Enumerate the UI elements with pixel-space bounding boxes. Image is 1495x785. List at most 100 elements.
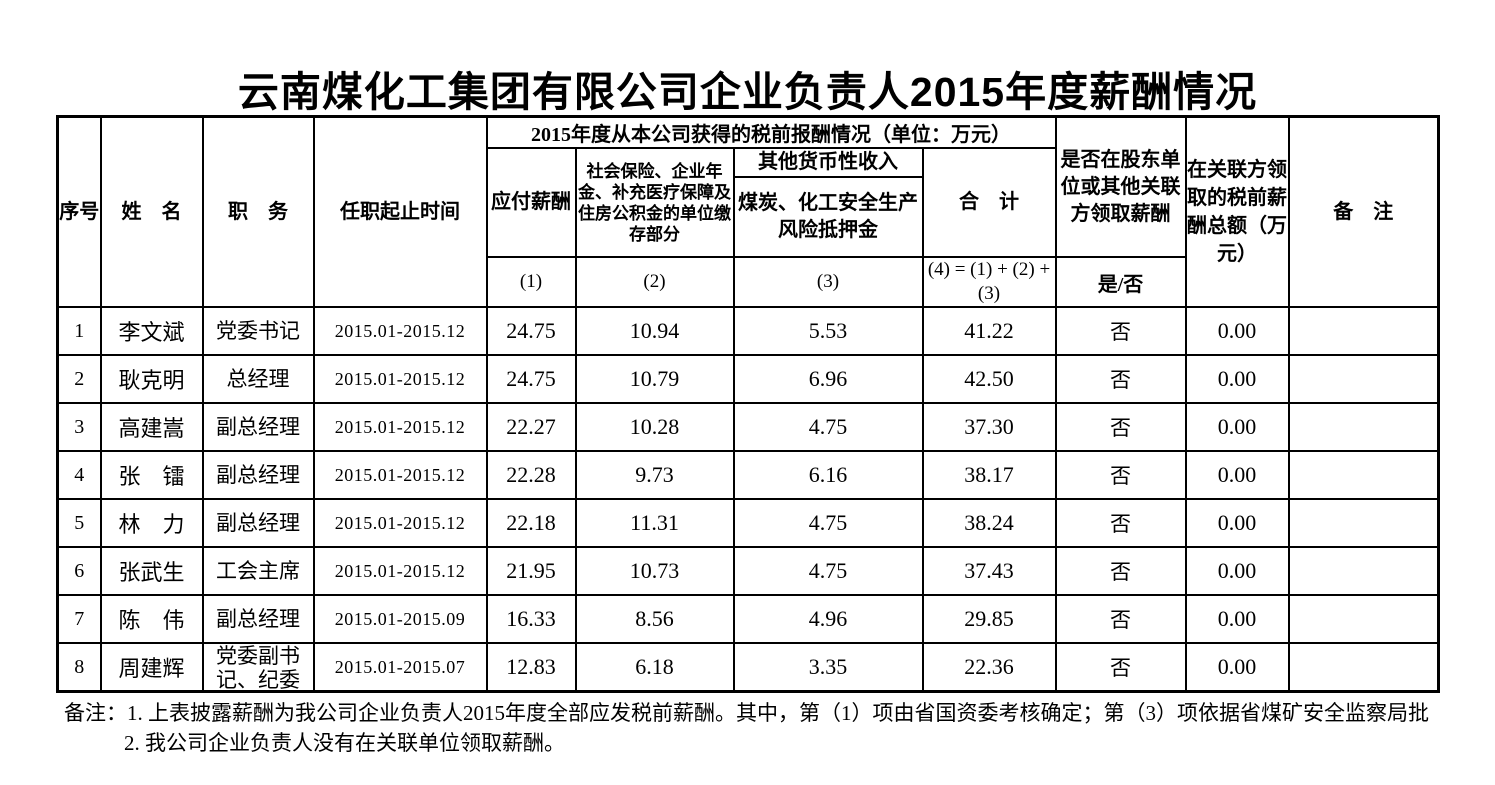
header-pretax-group: 2015年度从本公司获得的税前报酬情况（单位：万元） xyxy=(485,115,1057,149)
cell-term: 2015.01-2015.12 xyxy=(312,546,488,596)
header-remark: 备 注 xyxy=(1287,115,1440,308)
cell-term: 2015.01-2015.09 xyxy=(312,594,488,644)
footnote-line-2: 2. 我公司企业负责人没有在关联单位领取薪酬。 xyxy=(124,731,565,755)
cell-social-insurance: 9.73 xyxy=(574,450,735,500)
cell-related-party: 否 xyxy=(1054,642,1187,693)
header-row-subgroups: 应付薪酬 社会保险、企业年金、补充医疗保障及住房公积金的单位缴存部分 其他货币性… xyxy=(58,147,1439,258)
footnote-line-1: 备注：1. 上表披露薪酬为我公司企业负责人2015年度全部应发税前薪酬。其中，第… xyxy=(64,701,1429,725)
header-name: 姓 名 xyxy=(99,115,204,308)
cell-social-insurance: 10.79 xyxy=(574,354,735,404)
table-row: 1 李文斌 党委书记 2015.01-2015.12 24.75 10.94 5… xyxy=(56,306,1440,356)
header-sub-1: (1) xyxy=(485,256,577,308)
cell-related-amount: 0.00 xyxy=(1184,450,1290,500)
cell-social-insurance: 11.31 xyxy=(574,498,735,548)
cell-total: 37.30 xyxy=(921,402,1057,452)
header-row-indices: (1) (2) (3) (4) = (1) + (2) + (3) 是/否 xyxy=(58,256,1439,308)
cell-related-amount: 0.00 xyxy=(1184,546,1290,596)
header-related-amount: 在关联方领取的税前薪酬总额（万元） xyxy=(1184,115,1290,308)
table-row: 3 高建嵩 副总经理 2015.01-2015.12 22.27 10.28 4… xyxy=(56,402,1440,452)
cell-remark xyxy=(1287,402,1440,452)
cell-serial: 1 xyxy=(56,306,102,356)
cell-total: 42.50 xyxy=(921,354,1057,404)
cell-related-party: 否 xyxy=(1054,594,1187,644)
cell-name: 张 镭 xyxy=(99,450,204,500)
cell-social-insurance: 10.94 xyxy=(574,306,735,356)
cell-total: 41.22 xyxy=(921,306,1057,356)
header-total: 合 计 xyxy=(921,147,1057,258)
cell-social-insurance: 6.18 xyxy=(574,642,735,693)
header-sub-2: (2) xyxy=(574,256,735,308)
cell-position: 党委书记 xyxy=(201,306,315,356)
cell-remark xyxy=(1287,642,1440,693)
header-payable: 应付薪酬 xyxy=(485,147,577,258)
cell-related-amount: 0.00 xyxy=(1184,594,1290,644)
table-row: 2 耿克明 总经理 2015.01-2015.12 24.75 10.79 6.… xyxy=(56,354,1440,404)
header-serial: 序号 xyxy=(56,115,102,308)
cell-social-insurance: 10.28 xyxy=(574,402,735,452)
cell-serial: 3 xyxy=(56,402,102,452)
cell-risk-deposit: 5.53 xyxy=(732,306,924,356)
cell-remark xyxy=(1287,354,1440,404)
cell-remark xyxy=(1287,546,1440,596)
header-term: 任职起止时间 xyxy=(312,115,488,308)
cell-position: 副总经理 xyxy=(201,594,315,644)
cell-related-amount: 0.00 xyxy=(1184,642,1290,693)
cell-risk-deposit: 4.75 xyxy=(732,546,924,596)
cell-payable: 24.75 xyxy=(485,354,577,404)
cell-social-insurance: 10.73 xyxy=(574,546,735,596)
cell-payable: 22.18 xyxy=(485,498,577,548)
header-sub-4: (4) = (1) + (2) + (3) xyxy=(921,256,1057,308)
cell-related-party: 否 xyxy=(1054,306,1187,356)
cell-name: 李文斌 xyxy=(99,306,204,356)
cell-position: 党委副书记、纪委 xyxy=(201,642,315,693)
cell-position-text: 党委副书记、纪委 xyxy=(216,644,300,690)
cell-related-amount: 0.00 xyxy=(1184,402,1290,452)
header-related-party: 是否在股东单位或其他关联方领取薪酬 xyxy=(1054,115,1187,258)
header-yes-no: 是/否 xyxy=(1054,256,1187,308)
table-row: 6 张武生 工会主席 2015.01-2015.12 21.95 10.73 4… xyxy=(56,546,1440,596)
cell-serial: 7 xyxy=(56,594,102,644)
cell-payable: 12.83 xyxy=(485,642,577,693)
cell-risk-deposit: 4.75 xyxy=(732,402,924,452)
cell-serial: 4 xyxy=(56,450,102,500)
table-row: 8 周建辉 党委副书记、纪委 2015.01-2015.07 12.83 6.1… xyxy=(56,642,1440,693)
cell-position: 副总经理 xyxy=(201,450,315,500)
cell-name: 林 力 xyxy=(99,498,204,548)
cell-related-amount: 0.00 xyxy=(1184,498,1290,548)
table-row: 5 林 力 副总经理 2015.01-2015.12 22.18 11.31 4… xyxy=(56,498,1440,548)
cell-related-party: 否 xyxy=(1054,546,1187,596)
header-row-deposit: 煤炭、化工安全生产风险抵押金 xyxy=(58,176,1439,258)
cell-term: 2015.01-2015.12 xyxy=(312,450,488,500)
cell-related-party: 否 xyxy=(1054,498,1187,548)
cell-position: 工会主席 xyxy=(201,546,315,596)
cell-total: 29.85 xyxy=(921,594,1057,644)
cell-name: 陈 伟 xyxy=(99,594,204,644)
cell-term: 2015.01-2015.12 xyxy=(312,306,488,356)
cell-name: 耿克明 xyxy=(99,354,204,404)
cell-remark xyxy=(1287,594,1440,644)
cell-remark xyxy=(1287,306,1440,356)
cell-serial: 6 xyxy=(56,546,102,596)
cell-social-insurance: 8.56 xyxy=(574,594,735,644)
header-row-groups: 序号 姓 名 职 务 任职起止时间 2015年度从本公司获得的税前报酬情况（单位… xyxy=(56,115,1440,308)
cell-related-party: 否 xyxy=(1054,402,1187,452)
cell-term: 2015.01-2015.12 xyxy=(312,354,488,404)
cell-remark xyxy=(1287,498,1440,548)
cell-term: 2015.01-2015.12 xyxy=(312,498,488,548)
cell-payable: 21.95 xyxy=(485,546,577,596)
table-row: 4 张 镭 副总经理 2015.01-2015.12 22.28 9.73 6.… xyxy=(56,450,1440,500)
salary-table: 序号 姓 名 职 务 任职起止时间 2015年度从本公司获得的税前报酬情况（单位… xyxy=(56,115,1440,693)
cell-payable: 24.75 xyxy=(485,306,577,356)
cell-serial: 2 xyxy=(56,354,102,404)
cell-name: 高建嵩 xyxy=(99,402,204,452)
cell-payable: 22.27 xyxy=(485,402,577,452)
header-sub-3: (3) xyxy=(732,256,924,308)
cell-serial: 5 xyxy=(56,498,102,548)
cell-position: 副总经理 xyxy=(201,402,315,452)
cell-related-amount: 0.00 xyxy=(1184,354,1290,404)
cell-name: 周建辉 xyxy=(99,642,204,693)
cell-name: 张武生 xyxy=(99,546,204,596)
cell-payable: 22.28 xyxy=(485,450,577,500)
header-position: 职 务 xyxy=(201,115,315,308)
cell-risk-deposit: 4.75 xyxy=(732,498,924,548)
